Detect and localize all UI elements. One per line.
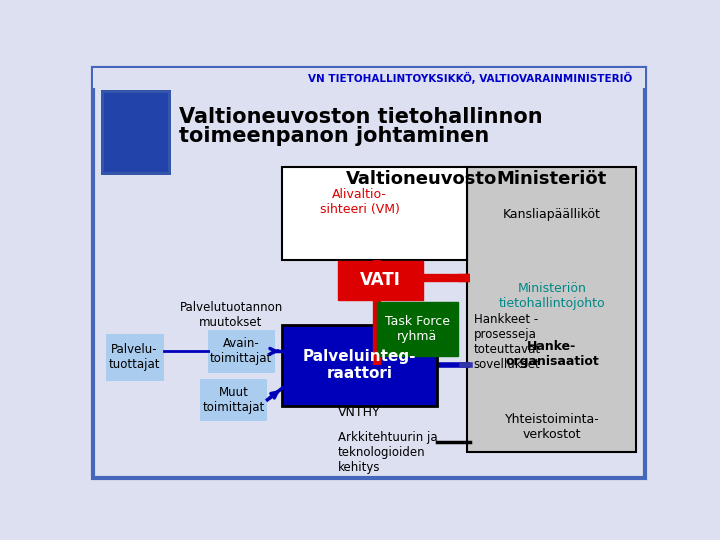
Text: Kansliapäälliköt: Kansliapäälliköt (503, 208, 600, 221)
Bar (377, 302, 458, 356)
Text: Yhteistoiminta-
verkostot: Yhteistoiminta- verkostot (505, 413, 599, 441)
Text: Muut
toimittajat: Muut toimittajat (202, 386, 264, 414)
Bar (101, 90, 171, 175)
Bar (208, 330, 275, 373)
Text: Task Force
ryhmä: Task Force ryhmä (384, 315, 449, 343)
Text: Ministeriöt: Ministeriöt (497, 170, 607, 188)
Text: Valtioneuvoston tietohallinnon: Valtioneuvoston tietohallinnon (179, 107, 543, 127)
Text: Palvelu-
tuottajat: Palvelu- tuottajat (109, 343, 160, 372)
Text: VATI: VATI (360, 272, 401, 289)
Text: toimeenpanon johtaminen: toimeenpanon johtaminen (179, 126, 490, 146)
Bar (93, 68, 645, 88)
Text: Palveluinteg-
raattori: Palveluinteg- raattori (303, 349, 416, 381)
Bar (104, 93, 168, 172)
Text: Avain-
toimittajat: Avain- toimittajat (210, 338, 272, 365)
Text: Palvelutuotannon
muutokset: Palvelutuotannon muutokset (179, 301, 283, 329)
Text: VNTHY: VNTHY (338, 406, 381, 420)
Bar (338, 261, 423, 300)
Text: Hankkeet -
prosesseja
toteuttavat
sovellukset: Hankkeet - prosesseja toteuttavat sovell… (474, 313, 541, 371)
Bar (106, 334, 163, 381)
Text: Valtioneuvosto: Valtioneuvosto (346, 170, 497, 188)
Text: Ministeriön
tietohallintojohto: Ministeriön tietohallintojohto (498, 282, 606, 310)
Text: Arkkitehtuurin ja
teknologioiden
kehitys: Arkkitehtuurin ja teknologioiden kehitys (338, 430, 438, 474)
Text: VN TIETOHALLINTOYKSIKKÖ, VALTIOVARAINMINISTERIÖ: VN TIETOHALLINTOYKSIKKÖ, VALTIOVARAINMIN… (308, 72, 632, 84)
Bar (282, 325, 437, 406)
Bar (282, 167, 467, 260)
Text: Hanke-
organisaatiot: Hanke- organisaatiot (505, 340, 599, 368)
Bar (467, 167, 636, 452)
Text: Alivaltio-
sihteeri (VM): Alivaltio- sihteeri (VM) (320, 188, 400, 216)
Bar (200, 379, 267, 421)
